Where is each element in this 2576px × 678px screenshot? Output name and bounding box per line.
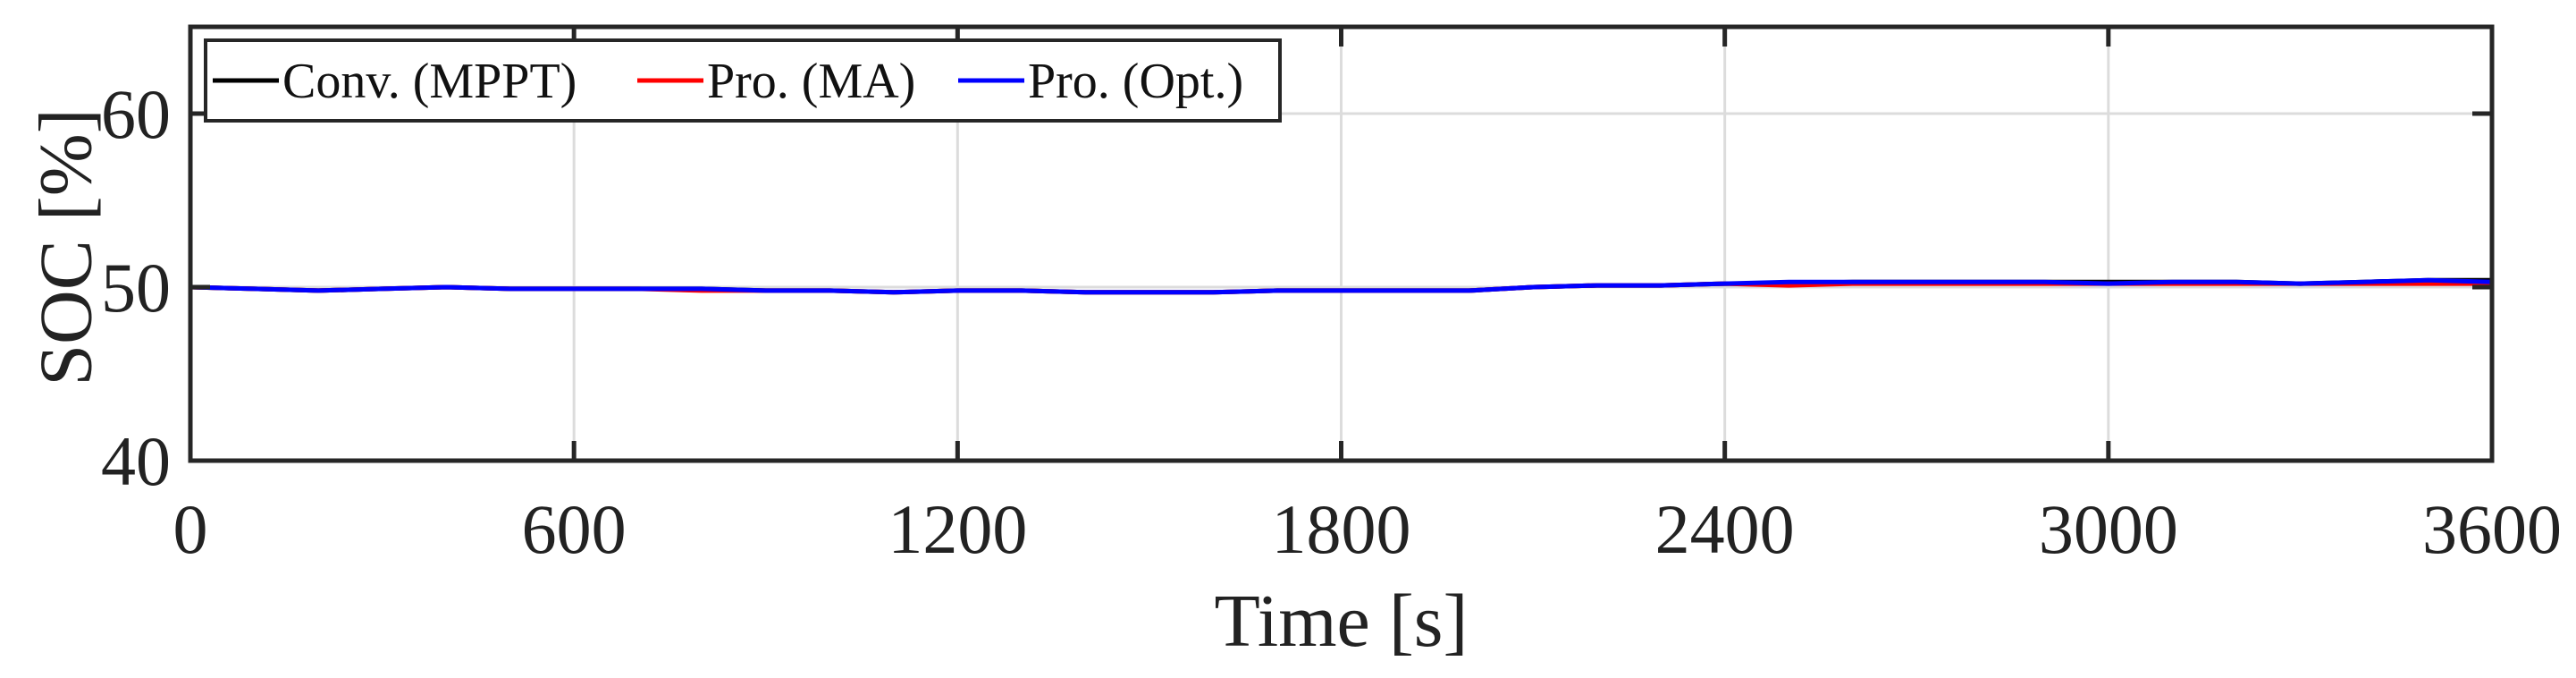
x-tick-label: 3000 <box>2039 490 2178 568</box>
series-line-pro-opt <box>188 277 2495 295</box>
legend-label: Pro. (MA) <box>707 54 915 109</box>
legend: Conv. (MPPT) Pro. (MA) Pro. (Opt.) <box>204 38 1282 123</box>
y-tick-label: 60 <box>101 75 171 153</box>
x-tick-label: 3600 <box>2422 490 2562 568</box>
x-tick-label: 1200 <box>888 490 1027 568</box>
x-tick-label: 0 <box>173 490 208 568</box>
legend-box <box>204 38 1282 123</box>
legend-label: Conv. (MPPT) <box>282 54 577 109</box>
x-axis-title: Time [s] <box>1215 580 1469 663</box>
axis-ticks <box>188 27 2495 463</box>
series-layer <box>188 277 2495 295</box>
y-axis-title: SOC [%] <box>24 108 107 386</box>
y-tick-label: 40 <box>101 422 171 500</box>
y-tick-labels: 40 50 60 <box>101 75 171 500</box>
y-tick-label: 50 <box>101 249 171 326</box>
x-tick-label: 600 <box>522 490 627 568</box>
x-tick-label: 1800 <box>1272 490 1411 568</box>
legend-label: Pro. (Opt.) <box>1028 54 1243 109</box>
x-tick-labels: 0 600 1200 1800 2400 3000 3600 <box>173 490 2563 568</box>
x-tick-label: 2400 <box>1655 490 1795 568</box>
